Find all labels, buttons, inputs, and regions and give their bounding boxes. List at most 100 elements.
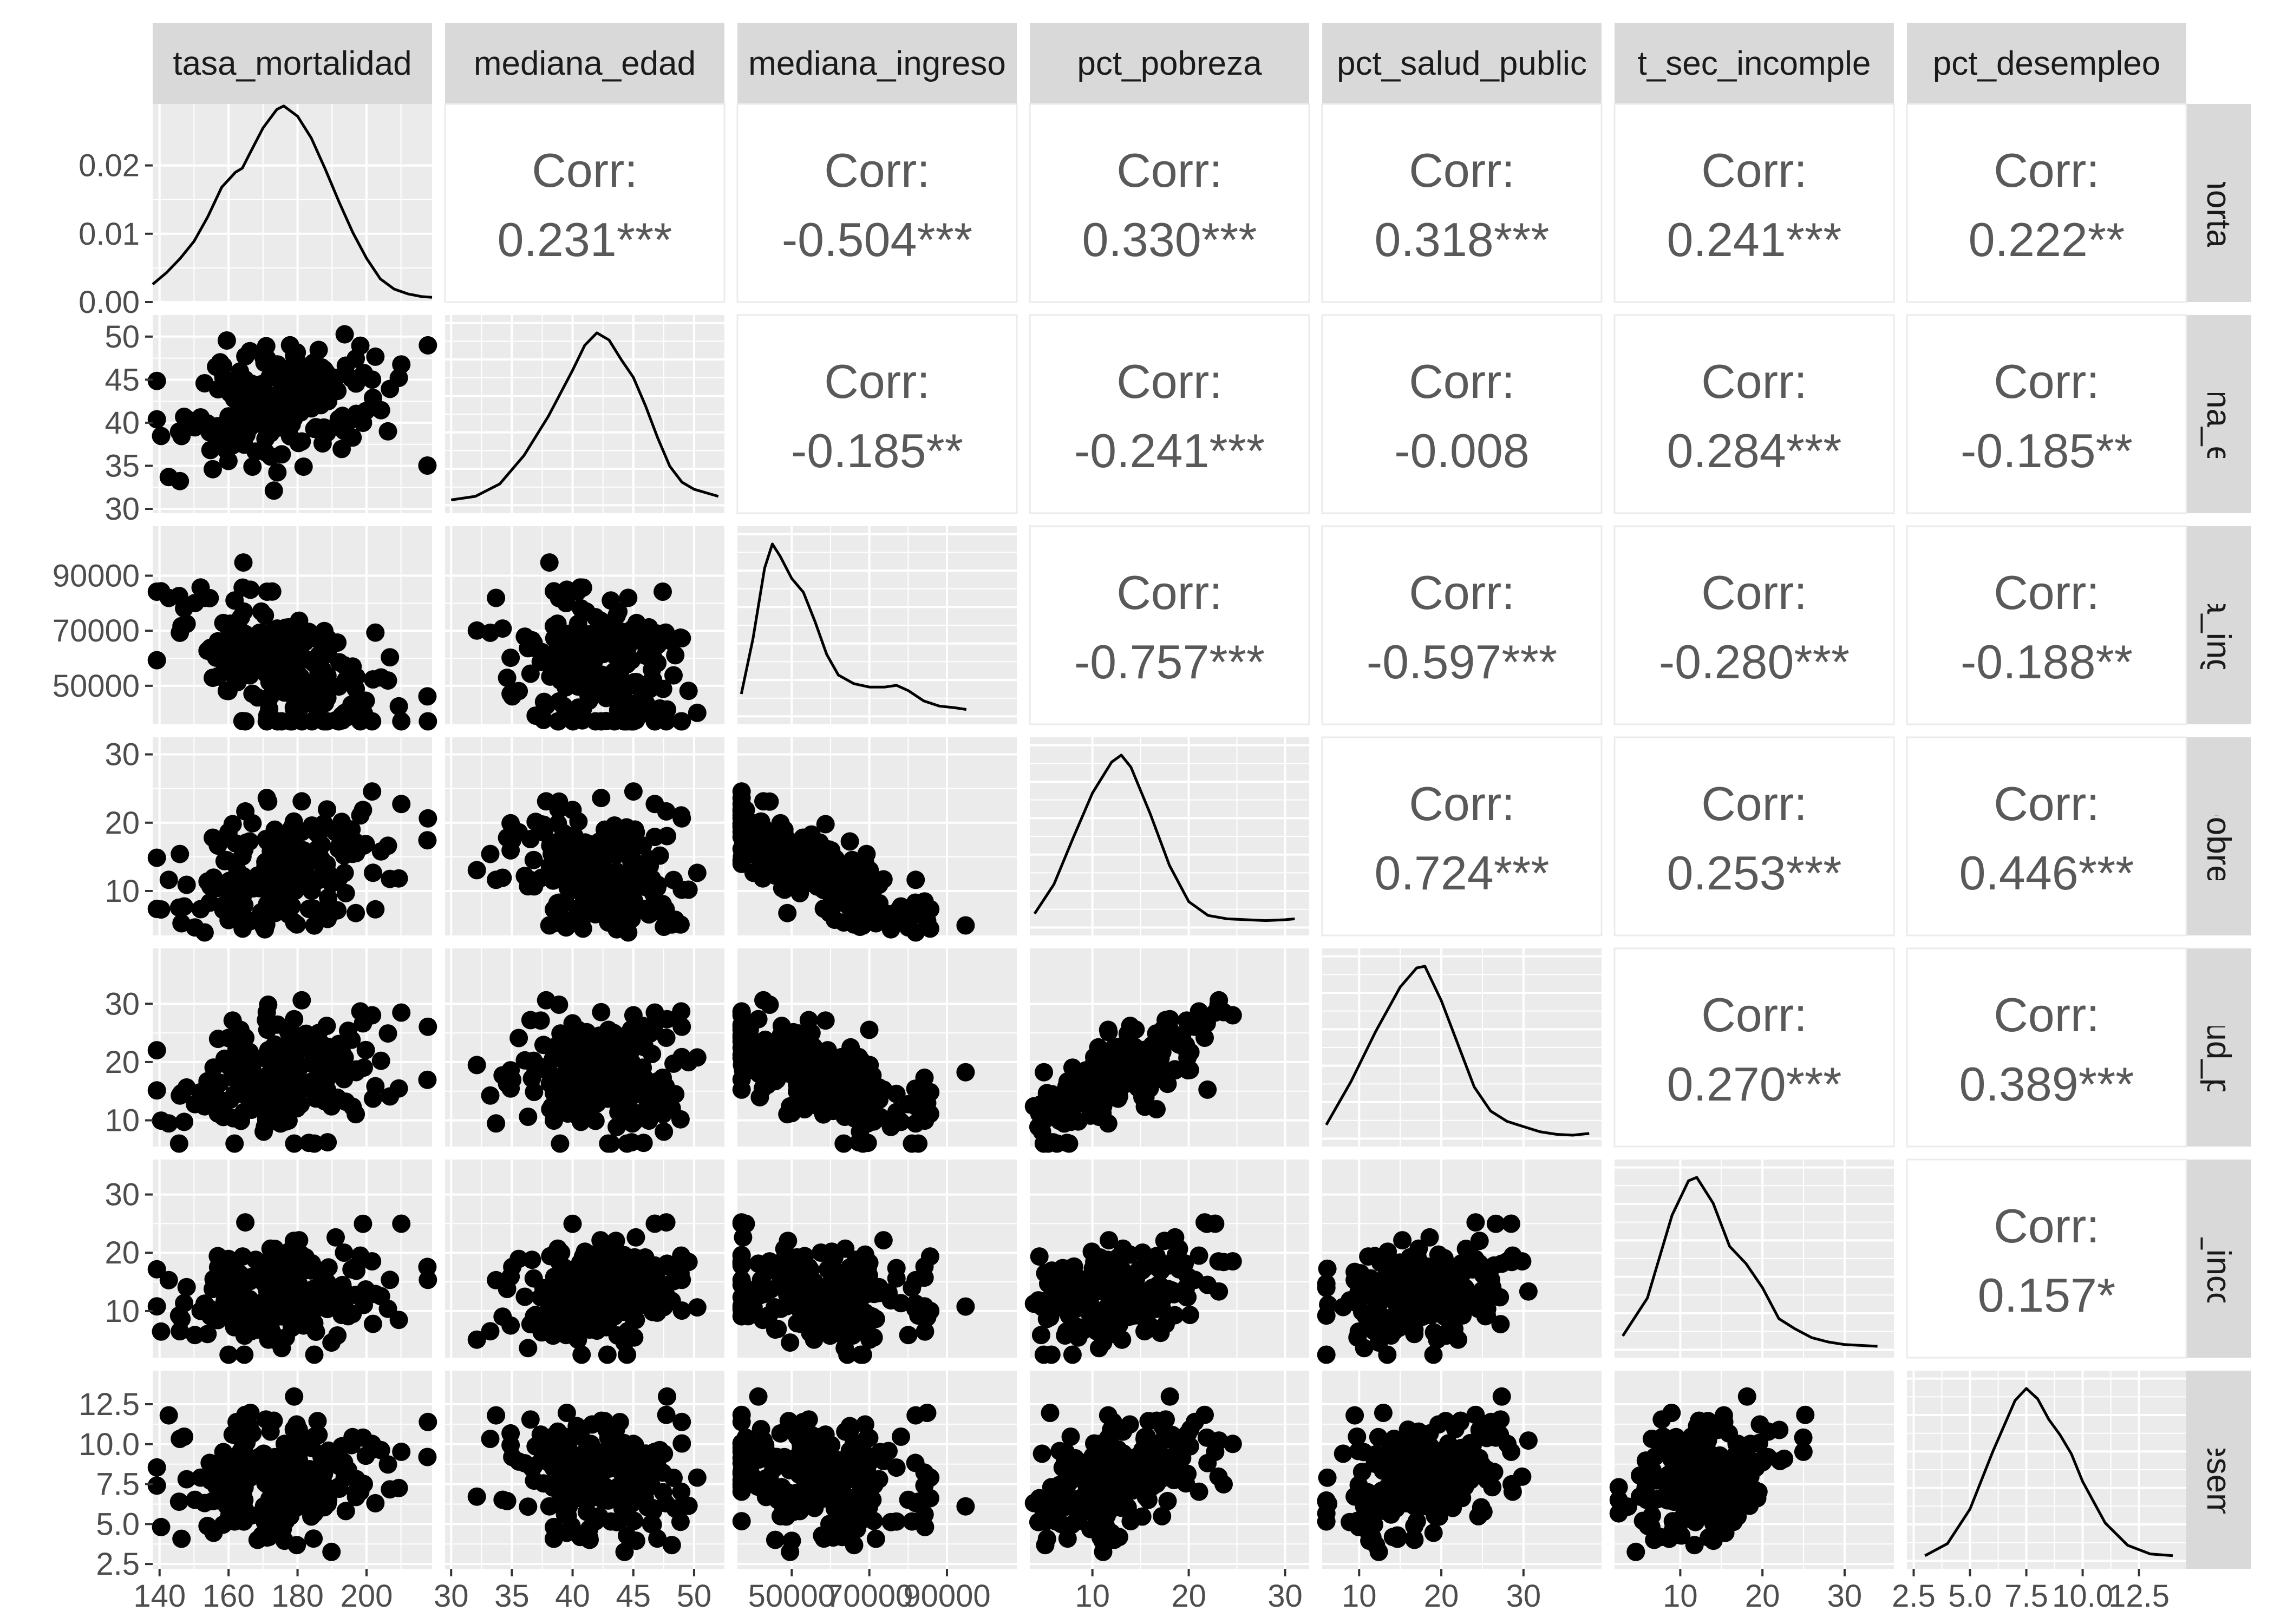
corr-label: Corr:	[1701, 566, 1807, 619]
scatter-point	[1198, 1080, 1217, 1099]
scatter-point	[1166, 1246, 1185, 1265]
scatter-point	[781, 874, 800, 893]
scatter-point	[1478, 1429, 1496, 1448]
scatter-point	[636, 1248, 655, 1267]
scatter-point	[870, 1449, 889, 1468]
scatter-point	[834, 1134, 853, 1153]
scatter-point	[1166, 1032, 1185, 1051]
scatter-point	[611, 660, 630, 679]
scatter-point	[1465, 1461, 1484, 1480]
column-strip-label: tasa_mortalidad	[173, 45, 411, 82]
scatter-point	[285, 1387, 304, 1406]
scatter-point	[545, 1111, 563, 1130]
scatter-point	[645, 1003, 664, 1022]
scatter-point	[749, 1387, 768, 1406]
scatter-point	[481, 844, 500, 863]
scatter-point	[1118, 1074, 1137, 1093]
panel-pct_desempleo-vs-pct_sec_incompleta	[1609, 1371, 1894, 1569]
corr-panel-background	[1906, 103, 2187, 303]
scatter-point	[822, 1091, 841, 1110]
scatter-point	[354, 1214, 373, 1233]
scatter-point	[1665, 1429, 1684, 1448]
scatter-point	[748, 1036, 767, 1055]
panel-mediana_edad-vs-tasa_mortalidad	[147, 315, 437, 513]
scatter-point	[563, 1214, 582, 1233]
scatter-point	[956, 916, 975, 935]
scatter-point	[672, 1002, 691, 1021]
scatter-point	[816, 1011, 835, 1030]
scatter-point	[392, 1442, 411, 1461]
scatter-point	[916, 1517, 935, 1536]
y-tick-label: 0.00	[79, 285, 140, 320]
scatter-point	[866, 1309, 885, 1328]
scatter-point	[740, 1460, 759, 1479]
corr-panel-background	[1029, 314, 1310, 514]
scatter-point	[294, 457, 313, 476]
scatter-point	[548, 614, 567, 633]
scatter-point	[285, 1134, 304, 1153]
scatter-point	[558, 632, 577, 651]
scatter-point	[283, 1471, 302, 1490]
scatter-point	[363, 1314, 382, 1333]
scatter-point	[805, 1286, 824, 1305]
scatter-point	[363, 863, 382, 882]
strip-background	[1322, 23, 1602, 104]
scatter-point	[892, 1294, 910, 1313]
scatter-point	[1067, 1453, 1086, 1472]
panel-pct_pobreza-vs-mediana_ingreso	[732, 737, 1017, 942]
corr-label: Corr:	[1116, 566, 1223, 619]
scatter-point	[354, 801, 373, 820]
scatter-point	[571, 1112, 590, 1131]
scatter-point	[1099, 1502, 1118, 1521]
scatter-point	[576, 648, 594, 667]
scatter-point	[208, 1030, 227, 1049]
scatter-point	[558, 879, 577, 898]
scatter-point	[577, 1502, 596, 1521]
scatter-point	[1513, 1252, 1532, 1271]
row-strip-label: ct_pobreza	[2200, 754, 2237, 920]
scatter-point	[501, 1061, 520, 1080]
scatter-point	[339, 1021, 357, 1040]
scatter-point	[1155, 1420, 1174, 1439]
scatter-point	[418, 687, 437, 706]
scatter-point	[1061, 1427, 1080, 1446]
scatter-point	[1317, 1491, 1336, 1510]
scatter-point	[768, 1319, 787, 1338]
scatter-point	[662, 632, 681, 651]
scatter-point	[1030, 1247, 1049, 1266]
scatter-point	[1727, 1444, 1746, 1463]
scatter-point	[618, 1134, 637, 1153]
scatter-point	[1369, 1333, 1388, 1352]
scatter-point	[519, 1108, 538, 1126]
scatter-point	[224, 1109, 243, 1128]
panel-tasa_mortalidad-vs-pct_sec_incompleta: Corr:0.241***	[1613, 103, 1895, 303]
scatter-point	[672, 1246, 691, 1265]
panel-pct_pobreza-vs-pct_salud_publica: Corr:0.724***	[1321, 736, 1603, 937]
scatter-point	[305, 1134, 324, 1153]
scatter-point	[332, 813, 351, 831]
scatter-point	[1139, 1051, 1158, 1070]
row-strip-label: liana_ingre	[2200, 543, 2237, 707]
corr-value: 0.157*	[1978, 1268, 2115, 1322]
column-strip-tasa_mortalidad: tasa_mortalidad	[153, 23, 432, 104]
scatter-point	[541, 667, 560, 686]
scatter-point	[280, 1047, 299, 1066]
scatter-point	[231, 362, 250, 381]
scatter-point	[246, 1250, 265, 1269]
scatter-point	[853, 1504, 872, 1523]
scatter-point	[308, 700, 327, 719]
scatter-point	[305, 916, 324, 935]
scatter-point	[1139, 1412, 1158, 1431]
scatter-point	[1209, 1467, 1228, 1486]
scatter-point	[287, 351, 306, 370]
scatter-point	[1373, 1490, 1391, 1509]
scatter-point	[772, 1478, 791, 1497]
scatter-point	[319, 645, 338, 664]
scatter-point	[740, 1020, 759, 1039]
scatter-point	[906, 1299, 925, 1318]
scatter-point	[827, 1490, 846, 1509]
scatter-point	[177, 875, 196, 894]
scatter-point	[1034, 1504, 1053, 1523]
scatter-point	[540, 553, 559, 572]
scatter-point	[287, 1536, 306, 1555]
